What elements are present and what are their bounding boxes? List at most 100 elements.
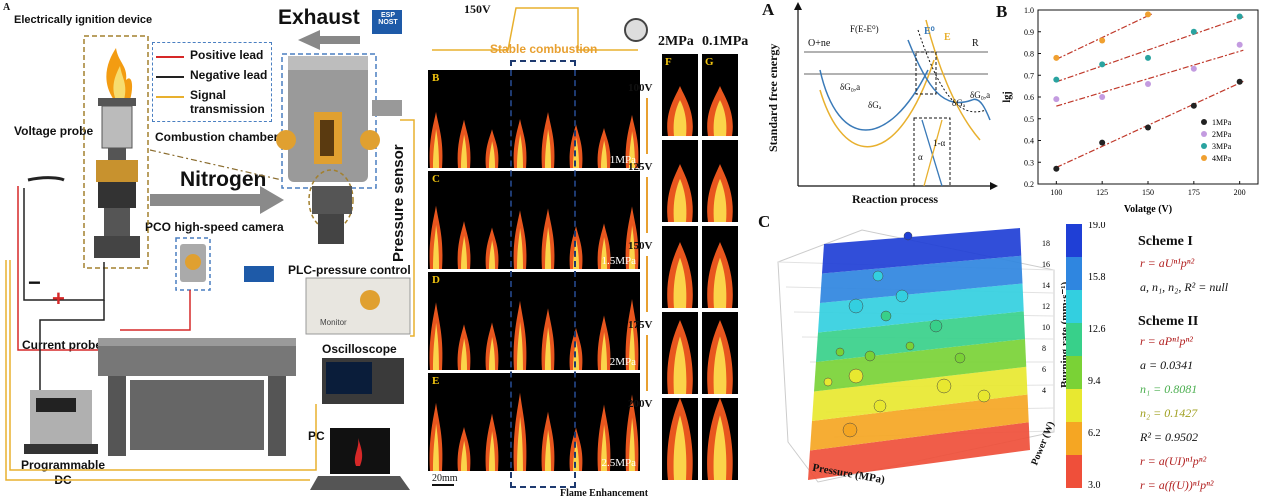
point-4MPa: [1145, 11, 1151, 18]
z-tick-label: 4: [1042, 386, 1046, 395]
z-tick-label: 14: [1042, 281, 1050, 290]
signal-label: Signal transmission: [190, 88, 265, 116]
point-4MPa: [1053, 54, 1060, 61]
alpha-label: α: [918, 152, 923, 162]
scheme1-eq: r = aUⁿ¹pⁿ²: [1140, 256, 1195, 270]
colorbar-tick: 9.4: [1088, 376, 1101, 387]
dg-ob-label: δG₀,a: [970, 90, 991, 100]
voltage-label: 200V: [628, 398, 653, 410]
positive-lead-label: Positive lead: [190, 48, 264, 62]
flame-cell-g: [702, 398, 738, 480]
point-3MPa: [1053, 76, 1060, 83]
z-tick-label: 8: [1042, 344, 1046, 353]
flame-row-d: D 2MPa: [428, 272, 640, 370]
flame-cell-f: [662, 398, 698, 480]
point-2MPa: [1145, 80, 1151, 87]
flame-cell-g: [702, 140, 738, 222]
surface-band: [808, 422, 1030, 480]
plc-monitor: Monitor: [320, 318, 347, 327]
voltage-arrow: [646, 256, 648, 312]
o-ne-label: O+ne: [808, 38, 831, 49]
scale-bar: [432, 484, 454, 486]
x-tick-label: 125: [1096, 188, 1108, 197]
scheme2-n2: n₂ = 0.1427: [1140, 406, 1198, 420]
point-3MPa: [1190, 28, 1197, 35]
surface-band: [820, 255, 1023, 303]
y-tick-label: 0.6: [1024, 93, 1034, 102]
waveform: [432, 7, 638, 51]
legend-label: 1MPa: [1212, 118, 1232, 127]
colorbar-segment: [1066, 290, 1082, 323]
flame-enhancement-label: Flame Enhancement: [560, 488, 649, 499]
data-sphere: [929, 319, 943, 333]
current-probe-label: Current probe: [22, 338, 103, 352]
y-tick-label: 0.5: [1024, 115, 1034, 124]
e0-label: E⁰: [924, 26, 935, 37]
fit-line-4MPa: [1056, 13, 1152, 60]
row-letter: B: [432, 72, 440, 84]
dg-oa-label: δG₀,a: [840, 82, 861, 92]
flame-cell-f: F: [662, 54, 698, 136]
data-sphere: [895, 289, 909, 303]
data-sphere: [903, 231, 913, 241]
column-letter: F: [665, 56, 672, 68]
point-3MPa: [1099, 61, 1106, 68]
energy-ylabel: Standard free energy: [766, 43, 780, 152]
r-label: R: [972, 38, 979, 49]
legend-label: 3MPa: [1212, 142, 1232, 151]
legend-swatch: [1201, 155, 1207, 161]
panel-b-chart: B 0.2 0.3 0.4 0.5 0.6 0.7 0.8 0.9 1.0 100 125 150 17…: [996, 0, 1269, 220]
energy-plot: [794, 2, 998, 190]
data-sphere: [848, 298, 864, 314]
voltage-label: 125V: [628, 161, 653, 173]
legend-swatch: [1201, 143, 1207, 149]
flame-cell-g: G: [702, 54, 738, 136]
flame-row-c: C 1.5MPa: [428, 171, 640, 269]
voltage-arrow: [646, 177, 648, 233]
surface-band: [812, 366, 1028, 421]
stable-region-box: [510, 60, 576, 488]
sensor-logo: ESP NOST: [378, 12, 398, 26]
energy-xlabel: Reaction process: [852, 192, 939, 206]
colorbar-tick: 12.6: [1088, 324, 1106, 335]
colorbar-tick: 3.0: [1088, 480, 1101, 491]
colorbar-segment: [1066, 356, 1082, 389]
flame-cell-f: [662, 312, 698, 394]
oscilloscope-label: Oscilloscope: [322, 342, 397, 356]
data-sphere: [848, 368, 864, 384]
z-tick-label: 6: [1042, 365, 1046, 374]
data-sphere: [905, 341, 915, 351]
negative-lead-swatch: [156, 76, 184, 78]
voltage-arrow: [646, 98, 648, 154]
scale-label: 20mm: [432, 473, 458, 484]
y-tick-label: 0.3: [1024, 158, 1034, 167]
point-1MPa: [1053, 165, 1060, 172]
plus-sign: +: [52, 286, 65, 311]
camera-label: PCO high-speed camera: [145, 220, 284, 234]
fit-line-1MPa: [1056, 80, 1244, 169]
panel-flames: 150V Stable combustion B 1MPa C 1.5MPa D 2MPa…: [428, 0, 748, 501]
energy-letter: A: [762, 0, 775, 19]
y-tick-label: 0.9: [1024, 28, 1034, 37]
panel-energy: A Standard free energy Reaction process …: [758, 0, 998, 210]
colorbar-tick: 6.2: [1088, 428, 1101, 439]
data-sphere: [936, 378, 952, 394]
one-minus-alpha: 1-α: [933, 138, 946, 148]
fg-header-01mpa: 0.1MPa: [702, 34, 749, 49]
colorbar-segment: [1066, 323, 1082, 356]
e-label: E: [944, 32, 951, 43]
row-letter: C: [432, 173, 440, 185]
row-letter: E: [432, 375, 440, 387]
nitrogen-label: Nitrogen: [180, 168, 267, 191]
legend-label: 2MPa: [1212, 130, 1232, 139]
point-4MPa: [1099, 37, 1106, 44]
voltage-label: 175V: [628, 319, 653, 331]
z-tick-label: 18: [1042, 239, 1050, 248]
chart-b-letter: B: [996, 2, 1008, 21]
colorbar-segment: [1066, 455, 1082, 488]
scheme1-null: a, n₁, n₂, R² = null: [1140, 280, 1229, 294]
surface-plot: 18 16 14 12 10 8 6 4: [777, 228, 1055, 483]
x-tick-label: 100: [1050, 188, 1062, 197]
data-sphere: [873, 399, 887, 413]
scheme2-eq: r = aPⁿ¹pⁿ²: [1140, 334, 1193, 348]
